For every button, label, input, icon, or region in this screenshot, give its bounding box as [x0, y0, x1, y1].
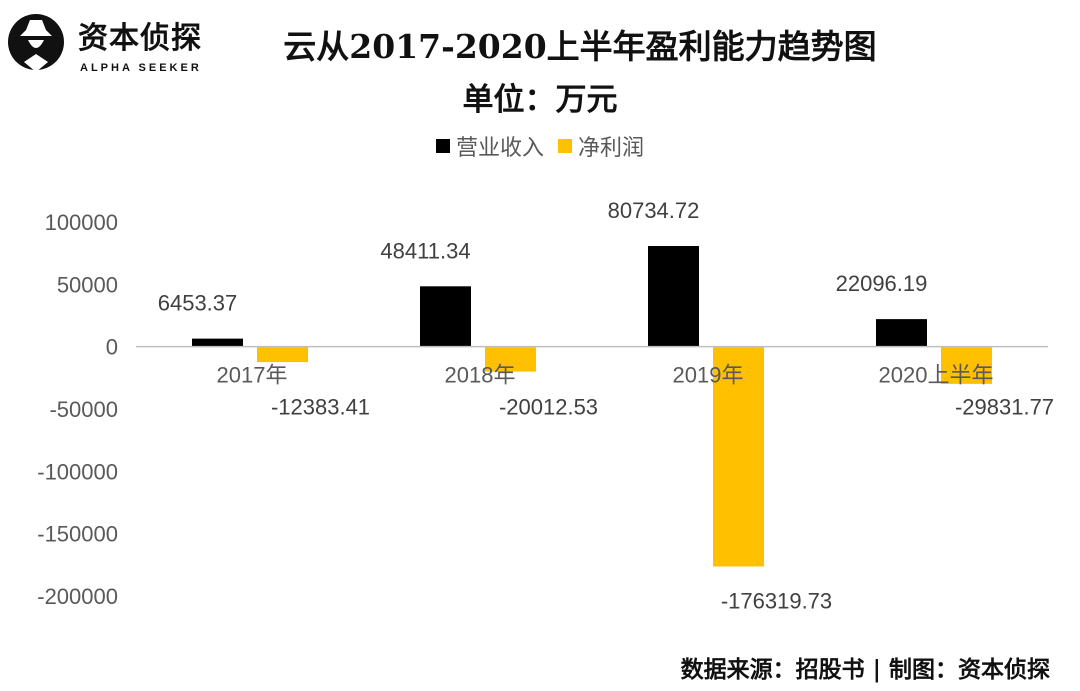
data-label: 22096.19: [836, 271, 928, 296]
bar-net-profit: [941, 346, 992, 384]
data-label: 6453.37: [158, 291, 238, 316]
y-tick-label: -50000: [49, 397, 118, 422]
bar-revenue: [420, 286, 471, 347]
data-label: -12383.41: [271, 395, 370, 420]
bar-revenue: [876, 319, 927, 347]
logo-subtitle: ALPHA SEEKER: [80, 62, 202, 74]
y-tick-label: 50000: [57, 272, 118, 297]
x-tick-label: 2020上半年: [879, 363, 994, 388]
data-label: 48411.34: [380, 238, 470, 263]
y-tick-label: -150000: [37, 522, 118, 547]
legend: 营业收入 净利润: [0, 130, 1080, 162]
data-label: -29831.77: [955, 395, 1054, 420]
data-label: -20012.53: [499, 395, 598, 420]
source-note: 数据来源：招股书 | 制图：资本侦探: [680, 656, 1050, 683]
logo-name: 资本侦探: [78, 22, 202, 55]
bar-revenue: [648, 246, 699, 347]
chart-title: 云从2017-2020上半年盈利能力趋势图: [283, 27, 877, 66]
data-label: 80734.72: [608, 198, 700, 223]
bar-revenue: [192, 338, 243, 347]
y-tick-label: -100000: [37, 459, 118, 484]
legend-label: 净利润: [578, 135, 645, 160]
y-tick-label: 100000: [45, 210, 118, 235]
bar-net-profit: [257, 346, 308, 363]
data-label: -176319.73: [721, 588, 832, 613]
y-tick-label: -200000: [37, 584, 118, 609]
legend-item-net-profit: 净利润: [558, 130, 644, 162]
x-tick-label: 2019年: [673, 363, 744, 388]
legend-item-revenue: 营业收入: [435, 130, 544, 162]
bar-net-profit: [713, 346, 764, 567]
bar-net-profit: [485, 346, 536, 372]
x-tick-label: 2018年: [445, 363, 516, 388]
logo: 资本侦探 ALPHA SEEKER: [6, 10, 216, 74]
chart-subtitle: 单位：万元: [462, 82, 618, 118]
legend-swatch: [435, 139, 450, 153]
legend-swatch: [558, 139, 572, 153]
detective-logo-icon: [8, 14, 64, 72]
y-tick-label: 0: [106, 335, 118, 360]
legend-label: 营业收入: [455, 135, 544, 160]
x-tick-label: 2017年: [217, 363, 288, 388]
